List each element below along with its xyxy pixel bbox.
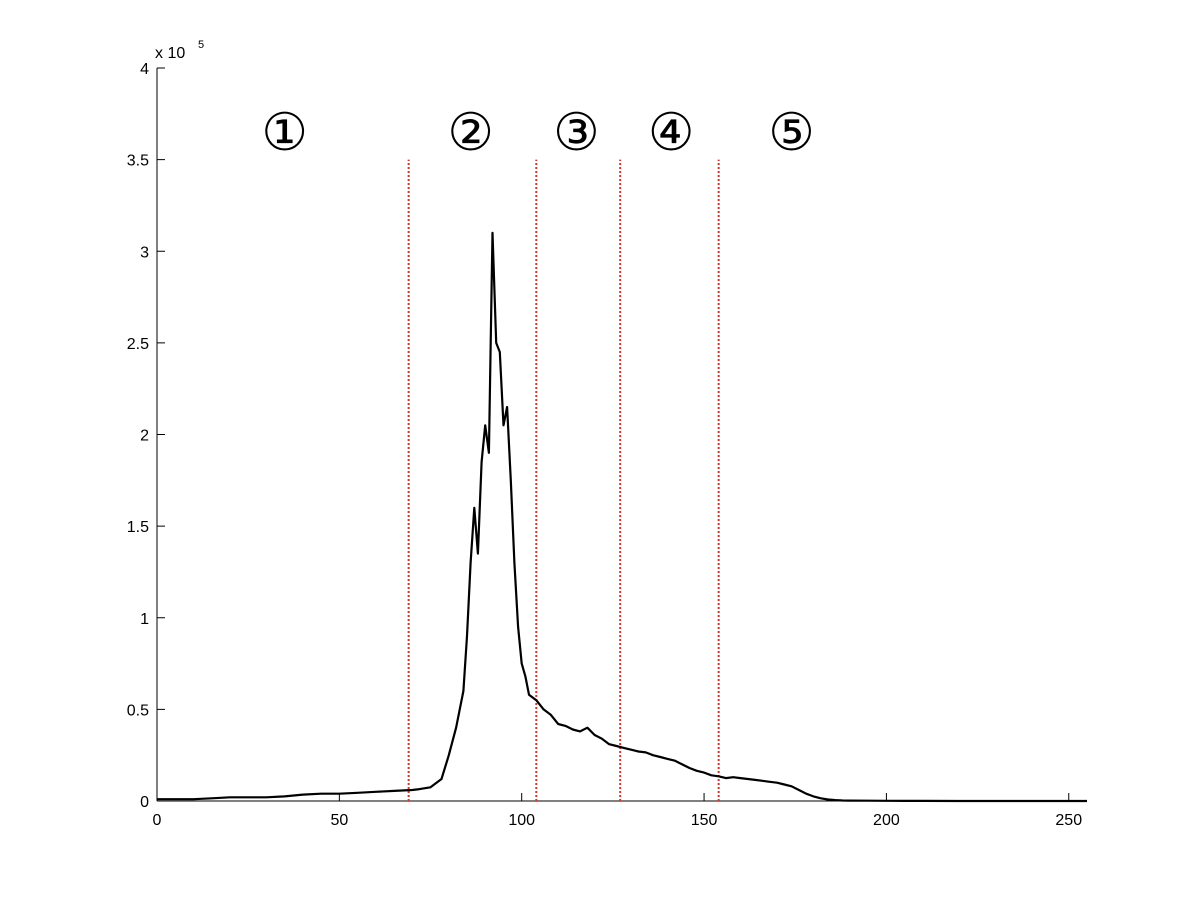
y-tick-label: 3.5 [127, 153, 149, 170]
axes: 0 50 100 150 200 250 0 0.5 1 1.5 2 2.5 3 3.5 4 [127, 61, 1087, 829]
x-tick-label: 200 [873, 812, 900, 829]
y-tick-label: 2 [140, 428, 149, 445]
x-tick-label: 250 [1055, 812, 1082, 829]
region-label: ① [261, 103, 308, 163]
region-label: ⑤ [768, 103, 815, 163]
region-label: ③ [553, 103, 600, 163]
x-tick-label: 0 [153, 812, 162, 829]
x-tick-label: 50 [330, 812, 348, 829]
y-exponent-base: x 10 [155, 45, 185, 62]
y-tick-label: 1.5 [127, 519, 149, 536]
series-layer [157, 231, 1087, 803]
y-exponent-power: 5 [198, 39, 204, 51]
y-tick-label: 3 [140, 244, 149, 261]
x-tick-label: 150 [691, 812, 718, 829]
y-tick-label: 4 [140, 61, 149, 78]
region-label: ④ [648, 103, 695, 163]
y-tick-label: 0.5 [127, 702, 149, 719]
x-tick-label: 100 [508, 812, 535, 829]
y-tick-label: 0 [140, 794, 149, 811]
histogram-line [157, 231, 1087, 803]
region-dividers [407, 159, 720, 801]
y-tick-label: 2.5 [127, 336, 149, 353]
region-label: ② [447, 103, 494, 163]
y-tick-label: 1 [140, 611, 149, 628]
